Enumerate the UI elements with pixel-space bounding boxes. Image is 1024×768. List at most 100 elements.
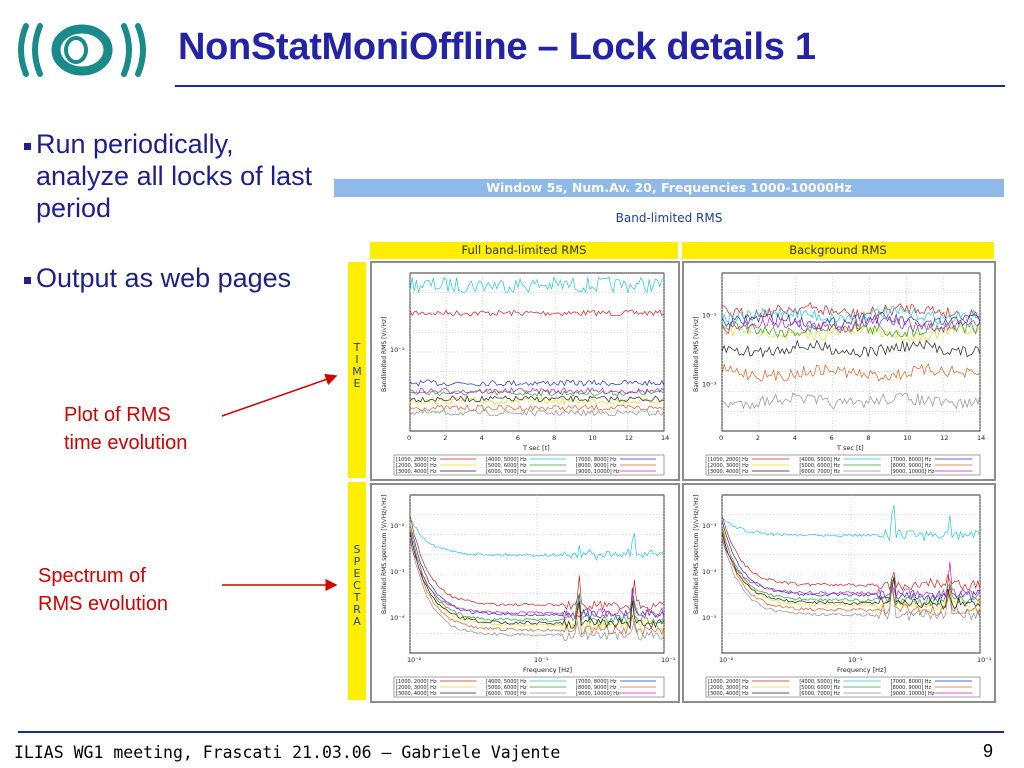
title-divider [175, 85, 1005, 87]
row-header-time: T I M E [348, 262, 366, 478]
row-letter: S [353, 543, 361, 556]
legend-entry: [5000, 6000] Hz [799, 463, 840, 469]
legend-entry: [5000, 6000] Hz [486, 685, 527, 691]
legend-box [705, 676, 981, 698]
legend-entry: [2000, 3000] Hz [396, 463, 437, 469]
row-letter: T [353, 591, 361, 604]
legend-entry: [4000, 5000] Hz [486, 679, 527, 685]
spectrum-annotation-line2: RMS evolution [38, 593, 169, 615]
report-banner: Window 5s, Num.Av. 20, Frequencies 1000-… [334, 179, 1004, 197]
y-tick-label: 10⁻² [390, 522, 405, 530]
legend-entry: [8000, 9000] Hz [576, 685, 617, 691]
y-tick-label: 10⁻⁴ [390, 614, 405, 622]
legend-entry: [5000, 6000] Hz [799, 685, 840, 691]
x-tick-label: 8 [866, 434, 870, 442]
bullet-text: Run periodically, analyze all locks of l… [36, 129, 313, 223]
series-line [409, 529, 665, 637]
legend-entry: [7000, 8000] Hz [576, 679, 617, 685]
series-line [409, 409, 665, 417]
series-line [409, 522, 665, 632]
time-arrow [221, 373, 338, 417]
series-line [409, 387, 665, 395]
legend-entry: [9000, 10000] Hz [891, 691, 935, 697]
x-tick-label: 10⁻² [719, 656, 734, 664]
legend-entry: [9000, 10000] Hz [576, 469, 620, 475]
x-tick-label: 10⁻¹ [661, 656, 676, 664]
legend-entry: [8000, 9000] Hz [891, 685, 932, 691]
x-tick-label: 2 [756, 434, 760, 442]
legend-entry: [2000, 3000] Hz [708, 463, 749, 469]
x-axis-label: Frequency [Hz] [837, 666, 886, 674]
y-tick-label: 10⁻³ [702, 522, 717, 530]
x-tick-label: 10⁻² [407, 656, 422, 664]
y-axis-label: Bandlimited RMS spectrum [V/√Hz/√Hz] [381, 495, 388, 614]
legend-entry: [8000, 9000] Hz [576, 463, 617, 469]
series-line [409, 276, 665, 294]
legend-entry: [8000, 9000] Hz [891, 463, 932, 469]
series-line [409, 537, 665, 620]
legend-entry: [9000, 10000] Hz [576, 691, 620, 697]
report-subtitle: Band-limited RMS [615, 211, 723, 225]
x-tick-label: 10 [903, 434, 911, 442]
spectrum-full-plot-panel: 10⁻² 10⁻¹ 10⁻¹ 10⁻² 10⁻³ 10⁻⁴ Frequency [Hz] Ba… [370, 483, 680, 703]
y-tick-label: 10⁻⁵ [702, 614, 717, 622]
x-axis-label: T sec [t] [836, 444, 864, 452]
y-axis-label: Bandlimited RMS [V/√Hz] [693, 317, 700, 392]
y-tick-label: 10⁻³ [390, 568, 405, 576]
x-tick-label: 12 [625, 434, 633, 442]
legend-entry: [7000, 8000] Hz [576, 457, 617, 463]
x-tick-label: 10 [588, 434, 596, 442]
series-line [721, 529, 981, 617]
virgo-logo [18, 23, 146, 77]
spectrum-annotation-line1: Spectrum of [38, 565, 146, 587]
row-letter: A [353, 615, 361, 628]
column-header-background: Background RMS [682, 242, 994, 259]
y-axis-label: Bandlimited RMS [V/√Hz] [381, 317, 388, 392]
spectrum-background-plot-panel: 10⁻² 10⁻¹ 10⁻¹ 10⁻³ 10⁻⁴ 10⁻⁵ Frequency [Hz] Ba… [682, 483, 996, 703]
x-tick-label: 12 [940, 434, 948, 442]
y-tick-label: 10⁻¹ [702, 312, 717, 320]
x-tick-label: 2 [443, 434, 447, 442]
bullet-item: Run periodically, analyze all locks of l… [24, 128, 326, 224]
series-line [409, 515, 665, 612]
x-axis-label: Frequency [Hz] [523, 666, 572, 674]
legend-entry: [6000, 7000] Hz [486, 469, 527, 475]
legend-entry: [6000, 7000] Hz [799, 691, 840, 697]
time-annotation: Plot of RMS time evolution [64, 401, 187, 457]
bullet-marker [24, 143, 31, 150]
legend-entry: [1000, 2000] Hz [396, 679, 437, 685]
legend-entry: [1000, 2000] Hz [708, 679, 749, 685]
series-line [721, 505, 981, 542]
legend-entry: [7000, 8000] Hz [891, 457, 932, 463]
row-letter: E [353, 377, 361, 390]
series-line [721, 339, 981, 359]
series-line [721, 526, 981, 607]
series-line [721, 538, 981, 600]
time-background-plot-panel: 0 2 4 6 8 10 12 14 10⁻¹ 10⁻³ T sec [t] Bandlimited … [682, 261, 996, 481]
footer-text: ILIAS WG1 meeting, Frascati 21.03.06 – G… [14, 743, 561, 762]
bullet-text: Output as web pages [36, 263, 292, 293]
time-full-plot-panel: 0 2 4 6 8 10 12 14 10⁻¹ T sec [t] Bandlimited RMS … [370, 261, 680, 481]
row-letter: I [355, 353, 359, 366]
legend-entry: [2000, 3000] Hz [396, 685, 437, 691]
series-line [721, 392, 981, 410]
series-line [409, 395, 665, 403]
x-tick-label: 14 [977, 434, 985, 442]
row-letter: E [353, 567, 361, 580]
x-tick-label: 6 [516, 434, 520, 442]
legend-entry: [2000, 3000] Hz [708, 685, 749, 691]
legend-entry: [7000, 8000] Hz [891, 679, 932, 685]
legend-box [705, 454, 981, 476]
x-tick-label: 6 [830, 434, 834, 442]
bullet-marker [24, 277, 31, 284]
legend-box [393, 454, 665, 476]
x-axis-label: T sec [t] [522, 444, 550, 452]
series-line [721, 315, 981, 334]
legend-entry: [3000, 4000] Hz [708, 469, 749, 475]
y-axis-label: Bandlimited RMS spectrum [V/√Hz/√Hz] [693, 495, 700, 614]
legend-entry: [3000, 4000] Hz [396, 691, 437, 697]
x-tick-label: 10⁻¹ [848, 656, 863, 664]
x-tick-label: 8 [552, 434, 556, 442]
series-line [409, 404, 665, 412]
